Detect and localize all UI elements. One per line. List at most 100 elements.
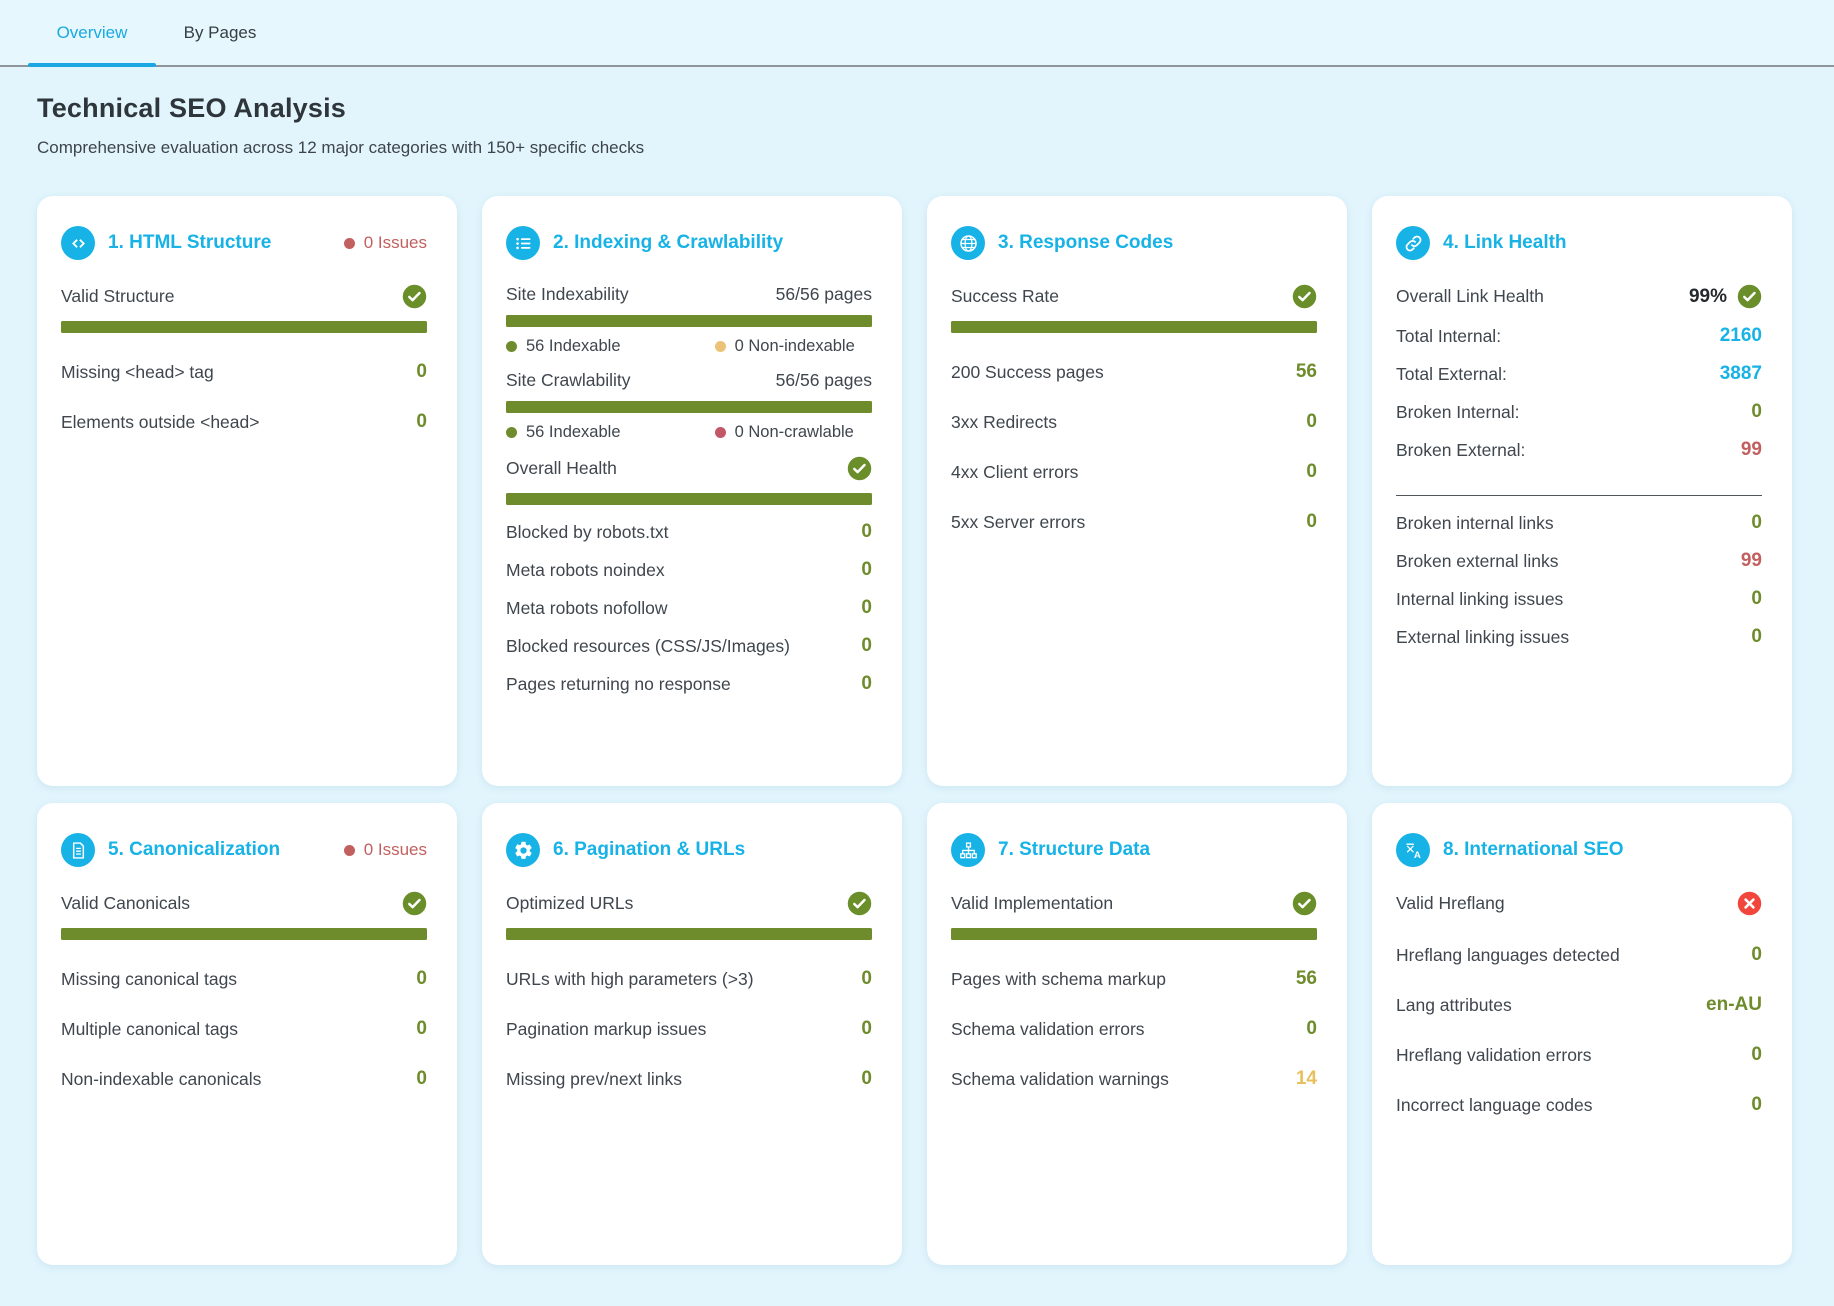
status-indicator [1292,891,1317,916]
stat-row: Internal linking issues 0 [1396,588,1762,610]
stat-row: Hreflang languages detected 0 [1396,944,1762,966]
stat-value: 0 [1306,1018,1317,1039]
stat-value: 0 [1306,411,1317,432]
bar-legend: 56 Indexable 0 Non-indexable [506,337,872,356]
legend-dot-amber-icon [714,341,726,352]
list-icon [506,226,540,260]
card-header: A 8. International SEO [1396,833,1762,867]
stat-row: Meta robots nofollow 0 [506,597,872,619]
stat-row: 200 Success pages 56 [951,361,1317,383]
stat-row: Missing <head> tag 0 [61,361,427,383]
stat-row: Total Internal: 2160 [1396,325,1762,347]
status-label: Overall Link Health [1396,286,1544,306]
legend-dot-green-icon [506,341,517,352]
card-response-codes: 3. Response Codes Success Rate 200 Success… [927,196,1347,786]
status-label: Optimized URLs [506,893,634,913]
status-label: Valid Hreflang [1396,893,1505,913]
check-circle-icon [847,456,872,481]
card-link-health: 4. Link Health Overall Link Health 99% Tota… [1372,196,1792,786]
stat-value: 0 [416,1018,427,1039]
stat-value: 0 [1751,626,1762,647]
stat-value: 0 [861,521,872,542]
status-row: Optimized URLs [506,891,872,916]
stat-value: 0 [1306,511,1317,532]
status-row: Valid Structure [61,284,427,309]
card-html-structure: 1. HTML Structure 0 Issues Valid Structure… [37,196,457,786]
stat-label: Incorrect language codes [1396,1094,1593,1115]
card-title: 3. Response Codes [998,232,1174,253]
progress-bar [61,928,427,940]
issues-badge-label: 0 Issues [363,840,427,859]
check-circle-icon [402,891,427,916]
stat-row: 3xx Redirects 0 [951,411,1317,433]
stat-value: 3887 [1719,363,1762,384]
card-header: 5. Canonicalization 0 Issues [61,833,427,867]
status-indicator [1737,891,1762,916]
stat-label: Hreflang validation errors [1396,1044,1592,1065]
issues-badge-label: 0 Issues [363,233,427,252]
stat-row: Pages with schema markup 56 [951,968,1317,990]
card-international-seo: A 8. International SEO Valid Hreflang Hrefl… [1372,803,1792,1265]
stat-row: Broken External: 99 [1396,439,1762,461]
stat-row: Hreflang validation errors 0 [1396,1044,1762,1066]
metric-value: 56/56 pages [775,370,872,390]
stat-row: 4xx Client errors 0 [951,461,1317,483]
gear-icon [506,833,540,867]
stat-label: Meta robots nofollow [506,597,668,618]
status-indicator [1292,284,1317,309]
card-indexing-crawlability: 2. Indexing & Crawlability Site Indexabil… [482,196,902,786]
stat-row: Schema validation errors 0 [951,1018,1317,1040]
progress-bar [506,315,872,327]
status-row: Overall Health [506,456,872,481]
stat-label: Missing <head> tag [61,361,214,382]
stat-label: Schema validation errors [951,1018,1145,1039]
stat-label: 3xx Redirects [951,411,1058,432]
metric-label: Site Crawlability [506,370,631,390]
stat-value: 0 [1751,401,1762,422]
progress-bar [506,928,872,940]
status-value: 99% [1688,285,1727,307]
stat-row: Broken internal links 0 [1396,512,1762,534]
card-header: 6. Pagination & URLs [506,833,872,867]
card-structure-data: 7. Structure Data Valid Implementation Pag… [927,803,1347,1265]
tab-bar: Overview By Pages [0,0,1834,67]
card-header: 1. HTML Structure 0 Issues [61,226,427,260]
issues-badge: 0 Issues [343,840,427,860]
stat-value: 56 [1295,968,1317,989]
metric-row: Site Crawlability 56/56 pages [506,370,872,391]
stat-label: Meta robots noindex [506,559,665,580]
stat-row: Pagination markup issues 0 [506,1018,872,1040]
stat-label: Total Internal: [1396,325,1502,346]
legend-item: 56 Indexable [506,423,715,442]
card-pagination-urls: 6. Pagination & URLs Optimized URLs URLs w… [482,803,902,1265]
x-circle-icon [1737,891,1762,916]
stat-row: URLs with high parameters (>3) 0 [506,968,872,990]
tab-by-pages[interactable]: By Pages [156,0,284,65]
page-header: Technical SEO Analysis Comprehensive eva… [0,67,1834,158]
status-label: Overall Health [506,458,617,478]
stat-label: Blocked by robots.txt [506,521,669,542]
card-title: 4. Link Health [1443,232,1567,253]
stat-value: 56 [1295,361,1317,382]
stat-row: Lang attributes en-AU [1396,994,1762,1016]
stat-label: Broken External: [1396,439,1526,460]
card-title: 7. Structure Data [998,839,1151,860]
svg-text:A: A [1413,850,1420,861]
stat-value: 0 [1751,1094,1762,1115]
stat-value: 0 [416,411,427,432]
progress-bar [506,493,872,505]
tab-overview[interactable]: Overview [28,0,156,67]
card-divider [1396,495,1762,496]
legend-label: 56 Indexable [526,423,621,441]
stat-value: 0 [1751,1044,1762,1065]
code-icon [61,226,95,260]
stat-label: Hreflang languages detected [1396,944,1620,965]
progress-bar [951,928,1317,940]
status-row: Valid Canonicals [61,891,427,916]
stat-value: 99 [1740,439,1762,460]
stat-label: Pages returning no response [506,673,731,694]
stat-label: Pages with schema markup [951,968,1166,989]
status-label: Success Rate [951,286,1059,306]
stat-row: Incorrect language codes 0 [1396,1094,1762,1116]
stat-value: 0 [861,597,872,618]
